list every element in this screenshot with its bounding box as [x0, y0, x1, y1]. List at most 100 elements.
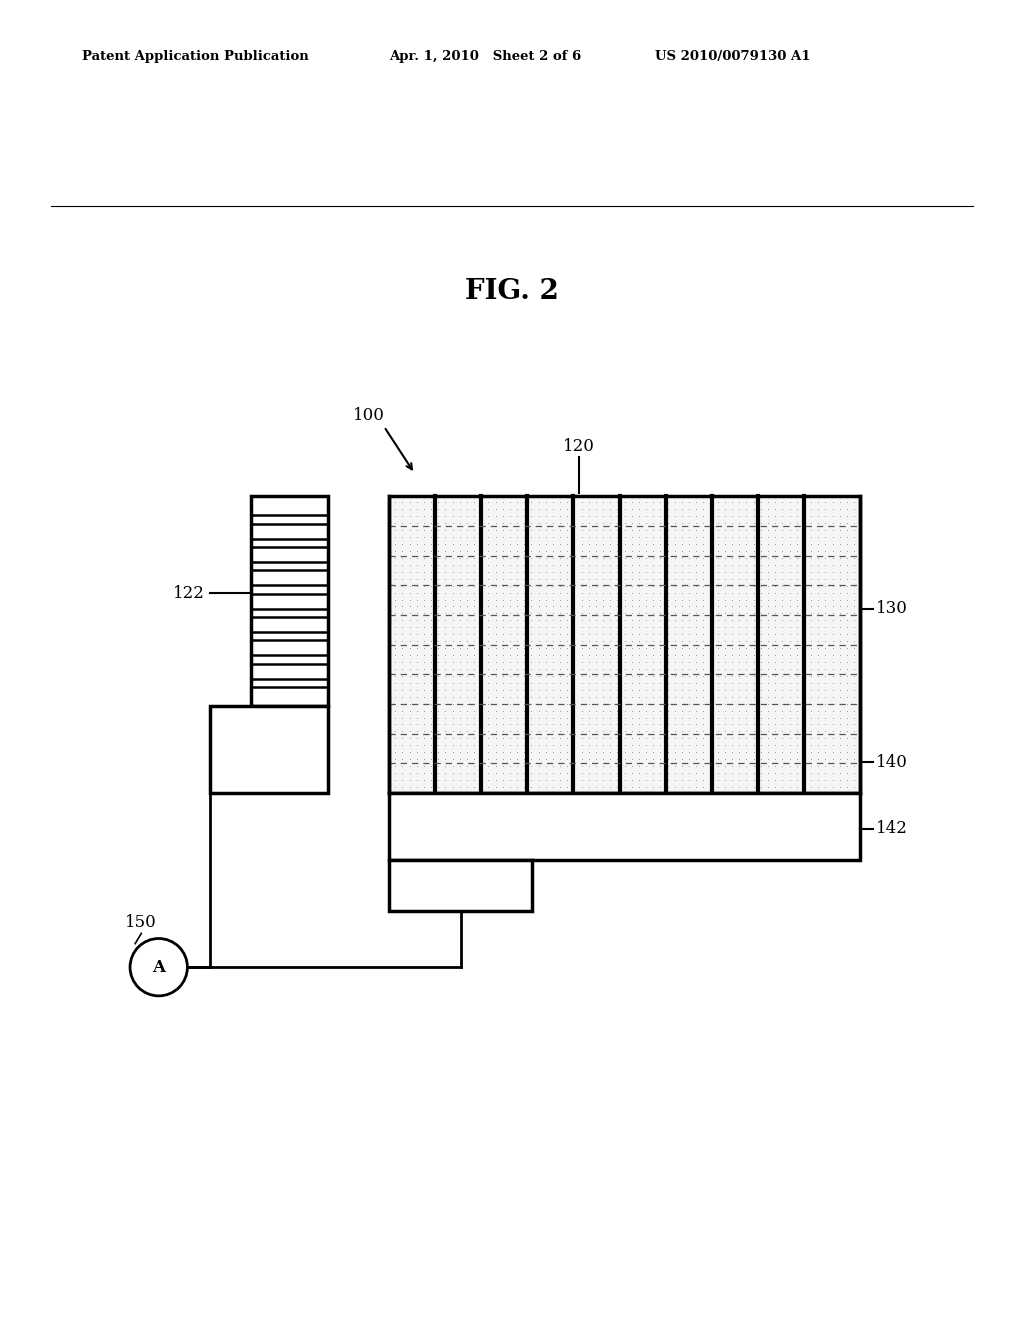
- Point: [667, 708, 683, 729]
- Point: [638, 742, 654, 763]
- Point: [530, 548, 547, 569]
- Point: [609, 659, 626, 680]
- Point: [437, 700, 454, 721]
- Point: [831, 652, 848, 673]
- Point: [538, 554, 554, 576]
- Point: [423, 659, 439, 680]
- Point: [516, 595, 532, 616]
- Point: [566, 499, 583, 520]
- Point: [695, 755, 712, 776]
- Point: [695, 554, 712, 576]
- Point: [631, 631, 647, 652]
- Point: [509, 589, 525, 610]
- Point: [638, 644, 654, 665]
- Point: [595, 770, 611, 791]
- Point: [552, 763, 568, 784]
- Point: [559, 527, 575, 548]
- Point: [473, 527, 489, 548]
- Point: [609, 568, 626, 589]
- Point: [530, 499, 547, 520]
- Point: [624, 568, 640, 589]
- Point: [516, 527, 532, 548]
- Point: [616, 708, 633, 729]
- Point: [473, 644, 489, 665]
- Point: [638, 708, 654, 729]
- Point: [839, 714, 855, 735]
- Point: [659, 714, 676, 735]
- Point: [638, 714, 654, 735]
- Point: [745, 686, 762, 708]
- Bar: [251, 496, 328, 706]
- Point: [688, 595, 705, 616]
- Point: [652, 665, 669, 686]
- Point: [796, 644, 812, 665]
- Point: [631, 610, 647, 631]
- Point: [817, 548, 834, 569]
- Point: [760, 576, 776, 597]
- Point: [566, 693, 583, 714]
- Point: [731, 623, 748, 644]
- Point: [595, 708, 611, 729]
- Point: [545, 714, 561, 735]
- Point: [487, 623, 504, 644]
- Point: [659, 638, 676, 659]
- Point: [552, 659, 568, 680]
- Point: [530, 631, 547, 652]
- Point: [753, 700, 769, 721]
- Point: [652, 631, 669, 652]
- Point: [401, 727, 418, 748]
- Point: [430, 652, 446, 673]
- Point: [745, 652, 762, 673]
- Point: [674, 492, 690, 513]
- Point: [781, 665, 798, 686]
- Point: [387, 561, 403, 582]
- Point: [545, 742, 561, 763]
- Point: [624, 533, 640, 554]
- Point: [638, 735, 654, 756]
- Point: [659, 770, 676, 791]
- Point: [846, 623, 862, 644]
- Point: [530, 714, 547, 735]
- Point: [717, 721, 733, 742]
- Point: [724, 672, 740, 693]
- Point: [631, 595, 647, 616]
- Point: [731, 610, 748, 631]
- Point: [767, 680, 783, 701]
- Point: [538, 735, 554, 756]
- Point: [502, 512, 518, 533]
- Point: [387, 533, 403, 554]
- Point: [688, 714, 705, 735]
- Point: [767, 576, 783, 597]
- Point: [573, 576, 590, 597]
- Point: [817, 665, 834, 686]
- Point: [745, 520, 762, 541]
- Point: [717, 672, 733, 693]
- Point: [487, 763, 504, 784]
- Point: [387, 520, 403, 541]
- Point: [595, 595, 611, 616]
- Point: [480, 721, 497, 742]
- Point: [602, 568, 618, 589]
- Point: [731, 582, 748, 603]
- Point: [480, 499, 497, 520]
- Point: [810, 693, 826, 714]
- Point: [545, 672, 561, 693]
- Point: [466, 603, 482, 624]
- Point: [559, 540, 575, 561]
- Point: [581, 589, 597, 610]
- Point: [530, 595, 547, 616]
- Point: [559, 742, 575, 763]
- Point: [444, 735, 461, 756]
- Point: [394, 527, 411, 548]
- Point: [624, 700, 640, 721]
- Point: [480, 680, 497, 701]
- Point: [717, 616, 733, 638]
- Point: [444, 721, 461, 742]
- Point: [530, 638, 547, 659]
- Point: [803, 638, 819, 659]
- Point: [846, 686, 862, 708]
- Point: [409, 708, 425, 729]
- Point: [416, 540, 432, 561]
- Point: [681, 770, 697, 791]
- Point: [638, 700, 654, 721]
